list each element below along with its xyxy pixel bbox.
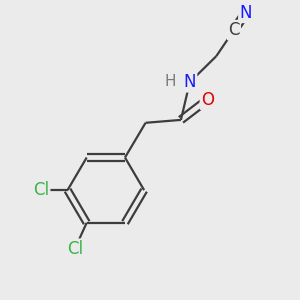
- Text: N: N: [239, 4, 252, 22]
- Text: C: C: [228, 21, 240, 39]
- Text: Cl: Cl: [67, 240, 83, 258]
- Text: O: O: [201, 91, 214, 109]
- Text: H: H: [165, 74, 176, 89]
- Text: N: N: [184, 73, 196, 91]
- Text: Cl: Cl: [33, 181, 49, 199]
